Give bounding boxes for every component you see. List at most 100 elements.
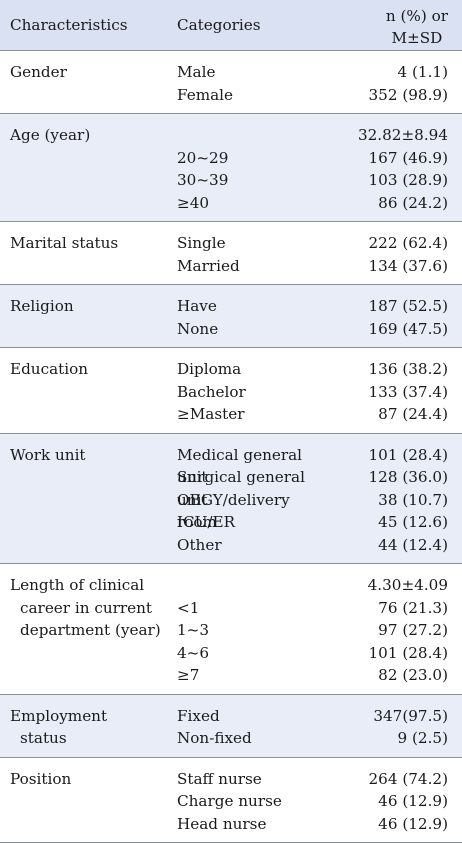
characteristic-label: Position xyxy=(0,768,177,836)
value-cell: 187 (52.5) xyxy=(318,295,462,318)
category-cell: Non-fixed xyxy=(177,727,318,750)
characteristic-label-line: Marital status xyxy=(10,232,177,255)
value-cell: 82 (23.0) xyxy=(318,664,462,687)
value-cell: 46 (12.9) xyxy=(318,813,462,836)
value-cell: 101 (28.4) xyxy=(318,444,462,467)
category-cell: Other xyxy=(177,534,318,557)
category-cell: Charge nurse xyxy=(177,790,318,813)
characteristic-label: Religion xyxy=(0,295,177,340)
category-cell: Head nurse xyxy=(177,813,318,836)
value-cell: 264 (74.2) xyxy=(318,768,462,791)
header-value-line1: n (%) or xyxy=(386,5,448,27)
characteristic-label-line: Education xyxy=(10,358,177,381)
header-characteristics: Characteristics xyxy=(10,16,128,34)
category-cell: 20~29 xyxy=(177,147,318,170)
value-cell: 38 (10.7) xyxy=(318,489,462,512)
value-cell: 97 (27.2) xyxy=(318,619,462,642)
characteristic-label-line: Position xyxy=(10,768,177,791)
characteristic-label-line: status xyxy=(10,727,177,750)
value-cell: 347(97.5) xyxy=(318,705,462,728)
characteristic-label-line: Religion xyxy=(10,295,177,318)
characteristic-label: Education xyxy=(0,358,177,426)
value-cell: 134 (37.6) xyxy=(318,255,462,278)
category-cell: Male xyxy=(177,61,318,84)
value-cell: 76 (21.3) xyxy=(318,597,462,620)
value-cell: 46 (12.9) xyxy=(318,790,462,813)
category-cell: Medical general unit xyxy=(177,444,318,467)
category-cell: Have xyxy=(177,295,318,318)
value-cell: 133 (37.4) xyxy=(318,381,462,404)
value-cell: 352 (98.9) xyxy=(318,84,462,107)
category-cell xyxy=(177,124,318,147)
characteristic-label-line: Work unit xyxy=(10,444,177,467)
category-cell: Diploma xyxy=(177,358,318,381)
category-cell: Married xyxy=(177,255,318,278)
characteristic-label-line: Length of clinical xyxy=(10,574,177,597)
characteristic-label-line: Gender xyxy=(10,61,177,84)
characteristic-label: Marital status xyxy=(0,232,177,277)
characteristic-label: Age (year) xyxy=(0,124,177,214)
value-cell: 167 (46.9) xyxy=(318,147,462,170)
value-cell: 222 (62.4) xyxy=(318,232,462,255)
value-cell: 103 (28.9) xyxy=(318,169,462,192)
category-cell: Single xyxy=(177,232,318,255)
table-header: Characteristics Categories n (%) or M±SD xyxy=(0,0,462,51)
table-row: 32.82±8.94 xyxy=(177,124,462,147)
category-cell: Surgical general unit xyxy=(177,466,318,489)
characteristic-label-line: Age (year) xyxy=(10,124,177,147)
value-cell: 169 (47.5) xyxy=(318,318,462,341)
category-cell xyxy=(177,574,318,597)
header-value: n (%) or M±SD xyxy=(386,5,448,49)
category-cell: Staff nurse xyxy=(177,768,318,791)
value-cell: 32.82±8.94 xyxy=(318,124,462,147)
characteristic-label-line: Employment xyxy=(10,705,177,728)
characteristic-label-line: career in current xyxy=(10,597,177,620)
characteristic-label-line: department (year) xyxy=(10,619,177,642)
value-cell: 45 (12.6) xyxy=(318,511,462,534)
value-cell: 86 (24.2) xyxy=(318,192,462,215)
category-cell: ≥7 xyxy=(177,664,318,687)
value-cell: 101 (28.4) xyxy=(318,642,462,665)
characteristic-label: Work unit xyxy=(0,444,177,557)
value-cell: 44 (12.4) xyxy=(318,534,462,557)
category-cell: ≥40 xyxy=(177,192,318,215)
category-cell: <1 xyxy=(177,597,318,620)
category-cell: Fixed xyxy=(177,705,318,728)
value-cell: 136 (38.2) xyxy=(318,358,462,381)
value-cell: 87 (24.4) xyxy=(318,403,462,426)
category-cell: ≥Master xyxy=(177,403,318,426)
value-cell: 4.30±4.09 xyxy=(318,574,462,597)
category-cell: 1~3 xyxy=(177,619,318,642)
header-categories: Categories xyxy=(177,16,261,34)
